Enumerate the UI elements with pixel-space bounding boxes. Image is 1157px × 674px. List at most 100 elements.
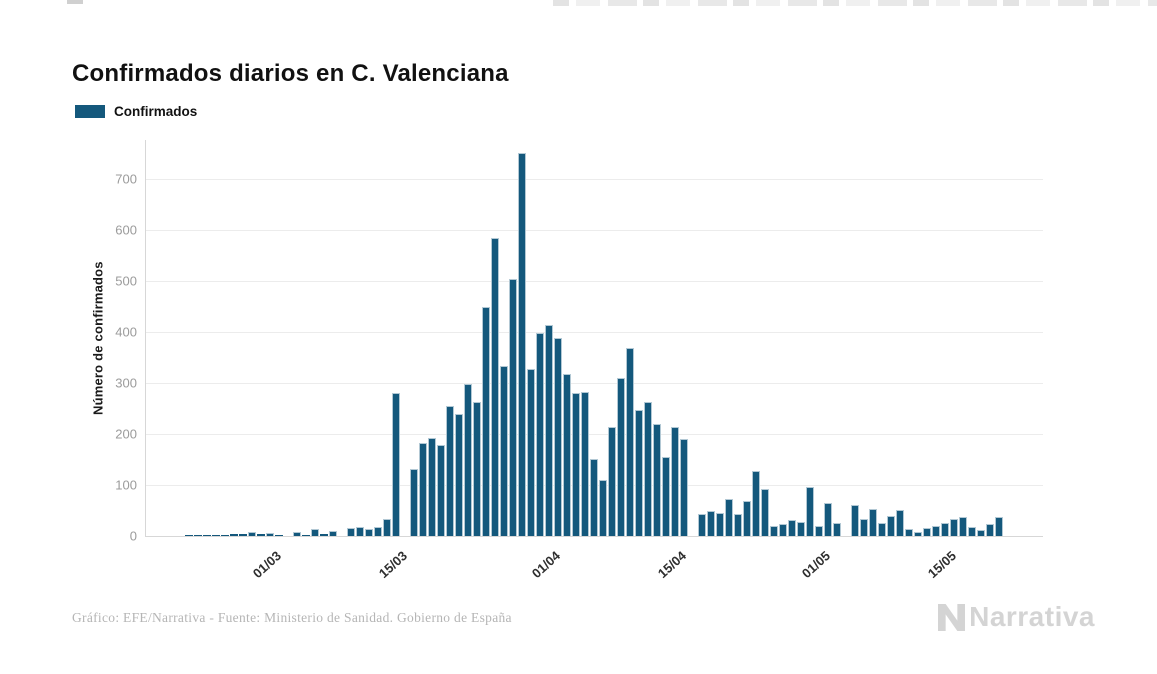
bar-29/04 <box>796 522 805 536</box>
bar-02/03 <box>274 535 283 536</box>
bar-26/02 <box>229 534 238 536</box>
y-tick-label-700: 700 <box>115 171 137 187</box>
bar-18/05 <box>967 527 976 536</box>
bar-07/04 <box>598 480 607 536</box>
y-axis-line <box>145 140 146 536</box>
bars-container <box>184 140 1004 536</box>
bar-25/04 <box>760 489 769 536</box>
bar-08/05 <box>877 523 886 536</box>
bar-21/05 <box>994 517 1003 536</box>
bar-28/04 <box>787 520 796 536</box>
bar-21/02 <box>184 535 193 536</box>
bar-19/03 <box>427 438 436 536</box>
bar-20/05 <box>985 524 994 536</box>
bar-24/03 <box>472 402 481 536</box>
bar-09/05 <box>886 516 895 536</box>
bar-04/04 <box>571 393 580 536</box>
y-tick-label-600: 600 <box>115 222 137 238</box>
bar-25/03 <box>481 307 490 536</box>
x-tick-label-01-04: 01/04 <box>528 548 563 581</box>
gridline-y-500 <box>145 281 1043 282</box>
bar-22/02 <box>193 535 202 536</box>
x-tick-label-15-03: 15/03 <box>375 548 410 581</box>
bar-23/04 <box>742 501 751 536</box>
bar-13/04 <box>652 424 661 536</box>
x-tick-label-15-05: 15/05 <box>924 548 959 581</box>
bar-17/05 <box>958 517 967 536</box>
y-tick-label-400: 400 <box>115 324 137 340</box>
narrativa-n-icon <box>938 603 966 631</box>
x-tick-label-01-03: 01/03 <box>249 548 284 581</box>
bar-15/05 <box>940 523 949 536</box>
bar-12/03 <box>364 529 373 536</box>
screenshot-artifact-dash <box>67 0 83 4</box>
y-tick-label-200: 200 <box>115 426 137 442</box>
bar-06/04 <box>589 459 598 536</box>
bar-27/02 <box>238 534 247 536</box>
bar-02/05 <box>823 503 832 536</box>
bar-23/02 <box>202 535 211 536</box>
bar-14/05 <box>931 526 940 536</box>
gridline-y-200 <box>145 434 1043 435</box>
bar-01/03 <box>265 533 274 536</box>
gridline-y-400 <box>145 332 1043 333</box>
bar-27/04 <box>778 524 787 536</box>
bar-06/03 <box>310 529 319 536</box>
bar-27/03 <box>499 366 508 536</box>
bar-19/05 <box>976 530 985 536</box>
bar-09/04 <box>616 378 625 536</box>
bar-12/05 <box>913 532 922 536</box>
bar-08/03 <box>328 531 337 536</box>
bar-30/03 <box>526 369 535 536</box>
bar-10/05 <box>895 510 904 536</box>
x-tick-label-15-04: 15/04 <box>654 548 689 581</box>
bar-17/03 <box>409 469 418 536</box>
bar-26/04 <box>769 526 778 536</box>
bar-20/04 <box>715 513 724 536</box>
page-title: Confirmados diarios en C. Valenciana <box>72 60 509 88</box>
bar-11/05 <box>904 529 913 536</box>
gridline-y-600 <box>145 230 1043 231</box>
bar-25/02 <box>220 535 229 536</box>
bar-21/03 <box>445 406 454 536</box>
legend: Confirmados <box>75 104 197 119</box>
bar-10/03 <box>346 528 355 536</box>
y-tick-label-100: 100 <box>115 477 137 493</box>
x-tick-label-01-05: 01/05 <box>798 548 833 581</box>
bar-22/04 <box>733 514 742 536</box>
bar-04/03 <box>292 532 301 536</box>
brand-name: Narrativa <box>969 601 1095 632</box>
brand-logo: Narrativa <box>938 601 1095 633</box>
bar-26/03 <box>490 238 499 536</box>
bar-03/04 <box>562 374 571 536</box>
bar-12/04 <box>643 402 652 536</box>
gridline-y-300 <box>145 383 1043 384</box>
bar-01/05 <box>814 526 823 536</box>
bar-29/03 <box>517 153 526 536</box>
y-tick-label-500: 500 <box>115 273 137 289</box>
bar-14/04 <box>661 457 670 536</box>
bar-06/05 <box>859 519 868 536</box>
footer-credit: Gráfico: EFE/Narrativa - Fuente: Ministe… <box>72 610 512 625</box>
bar-05/05 <box>850 505 859 536</box>
bar-23/03 <box>463 384 472 536</box>
bar-13/03 <box>373 527 382 536</box>
bar-14/03 <box>382 519 391 536</box>
screenshot-artifact-strip <box>553 0 1157 6</box>
bar-18/03 <box>418 443 427 536</box>
bar-21/04 <box>724 499 733 536</box>
bar-05/03 <box>301 535 310 536</box>
bar-03/05 <box>832 523 841 536</box>
bar-16/05 <box>949 519 958 536</box>
bar-24/02 <box>211 535 220 536</box>
bar-11/03 <box>355 527 364 536</box>
bar-18/04 <box>697 514 706 536</box>
legend-label: Confirmados <box>114 104 198 119</box>
bar-28/03 <box>508 279 517 536</box>
bar-29/02 <box>256 534 265 536</box>
bar-20/03 <box>436 445 445 536</box>
bar-02/04 <box>553 338 562 536</box>
bar-07/05 <box>868 509 877 536</box>
bar-05/04 <box>580 392 589 536</box>
